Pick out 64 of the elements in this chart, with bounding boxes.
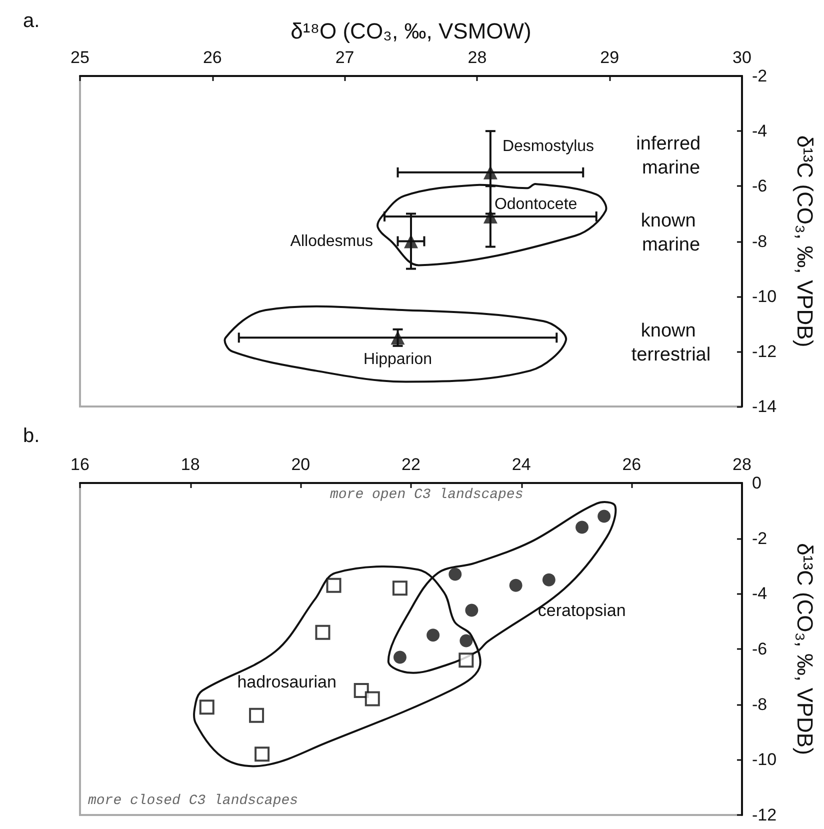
chart-title: b. [23, 425, 40, 447]
point [404, 234, 418, 248]
y-tick-label: -2 [752, 528, 768, 548]
annotation: known marine [640, 210, 702, 256]
point [448, 568, 462, 581]
y-tick-label: -2 [752, 66, 768, 86]
annotation: Allodesmus [290, 232, 373, 250]
point [426, 628, 440, 642]
annotation: more closed C3 landscapes [88, 793, 298, 809]
point [542, 573, 556, 586]
x-tick-label: 18 [180, 455, 200, 474]
series-label: hadrosaurian [237, 672, 336, 692]
annotation: known terrestrial [631, 320, 711, 366]
x-tick-label: 27 [335, 48, 354, 67]
annotation: Odontocete [494, 196, 578, 213]
point [254, 746, 270, 762]
y-tick-label: -8 [752, 694, 768, 714]
y-tick-label: -12 [752, 806, 777, 824]
point [354, 683, 369, 698]
y-tick-label: -4 [752, 122, 768, 141]
y-tick-label: -6 [752, 176, 768, 196]
point [465, 604, 478, 617]
point [460, 634, 473, 648]
y-tick-label: -10 [752, 750, 777, 770]
x-tick-label: 26 [202, 48, 222, 67]
point [392, 580, 408, 596]
x-tick-label: 30 [732, 48, 752, 67]
point [199, 700, 214, 715]
point [249, 708, 264, 723]
point [509, 578, 522, 592]
y-tick-label: -4 [752, 584, 768, 604]
y-tick-label: -8 [752, 232, 768, 251]
x-tick-label: 20 [291, 455, 310, 474]
x-tick-label: 16 [70, 455, 90, 474]
x-tick-label: 26 [622, 455, 642, 474]
x-tick-label: 28 [732, 455, 752, 474]
y-tick-label: -6 [752, 640, 768, 658]
x-tick-label: 29 [600, 48, 620, 67]
y-tick-label: -10 [752, 286, 777, 306]
point [315, 624, 330, 640]
point [326, 578, 342, 593]
y-tick-label: -14 [752, 397, 777, 416]
x-tick-label: 28 [468, 48, 487, 67]
point [393, 650, 406, 664]
annotation: Desmostylus [502, 138, 594, 155]
annotation: Hipparion [364, 351, 432, 368]
x-tick-label: 22 [402, 455, 420, 474]
point [390, 330, 405, 345]
y-tick-label: -12 [752, 342, 777, 361]
series-label: ceratopsian [538, 600, 626, 620]
x-tick-label: 25 [70, 48, 90, 67]
y-tick-label: 0 [752, 474, 762, 492]
chart-title: a. [23, 10, 40, 32]
x-tick-label: 24 [512, 455, 531, 474]
y-axis-title: δ¹³C (CO₃, ‰, VPDB) [792, 135, 818, 348]
y-axis-title: δ¹³C (CO₃, ‰, VPDB) [792, 543, 818, 755]
point [598, 510, 611, 523]
point [483, 165, 498, 180]
annotation: more open C3 landscapes [330, 487, 524, 503]
x-axis-title: δ¹⁸O (CO₃, ‰, VSMOW) [290, 18, 532, 44]
point [364, 691, 380, 706]
point [458, 652, 474, 668]
annotation: inferred marine [636, 134, 706, 179]
point [576, 520, 589, 534]
